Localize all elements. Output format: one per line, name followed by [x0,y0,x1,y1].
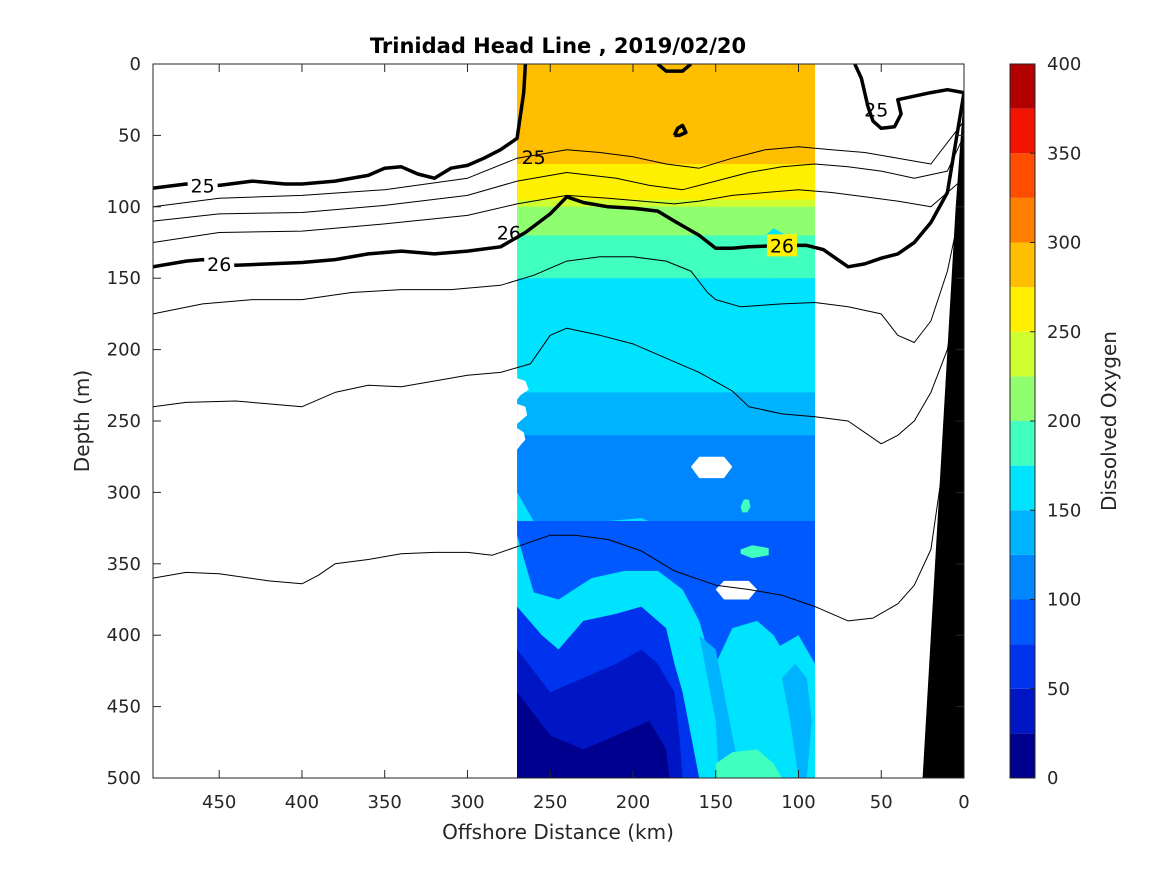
colorbar-level-350 [1010,108,1035,154]
colorbar-level-375 [1010,64,1035,109]
colorbar-level-50 [1010,644,1035,689]
contour-label-extra-2: 26 [770,235,794,257]
x-tick-label-50: 50 [870,792,893,813]
density-contour-6 [153,135,964,222]
colorbar-tick-label-150: 150 [1047,500,1081,521]
oxygen-band-10 [517,392,815,521]
density-contours: 25 25 26 25 26 26 [153,64,964,622]
colorbar-level-300 [1010,197,1035,243]
y-tick-label-0: 0 [130,54,141,75]
density-contour-1 [656,64,693,73]
colorbar-tick-label-200: 200 [1047,411,1081,432]
density-contour-10 [153,349,964,622]
colorbar-level-75 [1010,599,1035,645]
contour-label-extra-1: 26 [207,254,231,276]
density-contour-7 [153,177,964,243]
colorbar [1010,64,1035,778]
colorbar-tick-label-300: 300 [1047,233,1081,254]
oxygen-band-16 [715,620,791,778]
gap-2 [517,378,529,400]
colorbar-level-325 [1010,153,1035,198]
colorbar-level-125 [1010,510,1035,555]
gap-3 [517,403,528,424]
density-contour-2 [853,64,964,131]
x-tick-label-450: 450 [202,792,236,813]
oxygen-band-17 [699,635,741,778]
x-tick-label-400: 400 [285,792,319,813]
contour-label-bg-extra-1 [204,252,235,275]
colorbar-tick-label-0: 0 [1047,768,1058,789]
x-axis: 450 400 350 300 250 200 150 100 50 0 [202,64,970,813]
density-contour-8 [153,192,964,343]
contour-label-bg-extra-2 [766,234,797,257]
x-tick-label-150: 150 [699,792,733,813]
contour-label-2: 25 [864,100,888,122]
x-tick-label-100: 100 [781,792,815,813]
seafloor-mask [922,64,964,778]
colorbar-level-100 [1010,554,1035,600]
y-tick-label-250: 250 [107,411,141,432]
colorbar-level-200 [1010,376,1035,421]
y-tick-label-100: 100 [107,197,141,218]
density-contour-4 [672,123,688,138]
seafloor-polygon [922,64,964,778]
oxygen-band-20 [740,545,769,559]
colorbar-tick-label-250: 250 [1047,322,1081,343]
colorbar-level-275 [1010,242,1035,288]
density-contour-5 [153,120,964,208]
colorbar-level-250 [1010,287,1035,332]
x-tick-label-350: 350 [368,792,402,813]
colorbar-level-175 [1010,421,1035,466]
y-tick-label-500: 500 [107,768,141,789]
x-tick-label-300: 300 [450,792,484,813]
colorbar-tick-label-350: 350 [1047,143,1081,164]
density-contour-9 [153,249,964,445]
contour-label-extra-0: 25 [191,175,215,197]
y-axis-title: Depth (m) [70,370,94,472]
y-tick-label-150: 150 [107,268,141,289]
oxygen-section [517,64,816,778]
y-tick-label-50: 50 [118,125,141,146]
density-contour-0 [153,64,528,190]
colorbar-level-25 [1010,688,1035,734]
density-contour-3 [153,92,964,269]
colorbar-level-0 [1010,733,1035,778]
colorbar-level-150 [1010,465,1035,511]
y-tick-label-350: 350 [107,554,141,575]
colorbar-tick-label-100: 100 [1047,590,1081,611]
contour-label-bg-extra-0 [187,174,218,197]
y-tick-label-200: 200 [107,340,141,361]
x-tick-label-200: 200 [616,792,650,813]
missing-data-gaps [517,378,758,600]
x-tick-label-250: 250 [533,792,567,813]
oxygen-band-18 [781,663,812,778]
contour-label-0: 25 [522,147,546,169]
colorbar-tick-label-50: 50 [1047,679,1070,700]
contour-label-3: 26 [497,223,521,245]
colorbar-ticks: 0 50 100 150 200 250 300 350 400 [1030,54,1081,789]
oxygen-band-15 [517,692,670,778]
x-axis-title: Offshore Distance (km) [442,820,674,844]
chart-title: Trinidad Head Line , 2019/02/20 [370,34,746,58]
y-tick-label-400: 400 [107,625,141,646]
gap-4 [517,428,526,450]
y-tick-label-300: 300 [107,482,141,503]
colorbar-level-225 [1010,331,1035,377]
y-tick-label-450: 450 [107,697,141,718]
gap-0 [690,456,733,479]
colorbar-title: Dissolved Oxygen [1097,331,1121,511]
y-axis: 0 50 100 150 200 250 300 350 400 450 500 [107,54,964,789]
oxygen-band-21 [740,499,751,513]
colorbar-tick-label-400: 400 [1047,54,1081,75]
gap-1 [715,580,758,600]
oxygen-band-19 [715,749,782,778]
x-tick-label-0: 0 [958,792,969,813]
